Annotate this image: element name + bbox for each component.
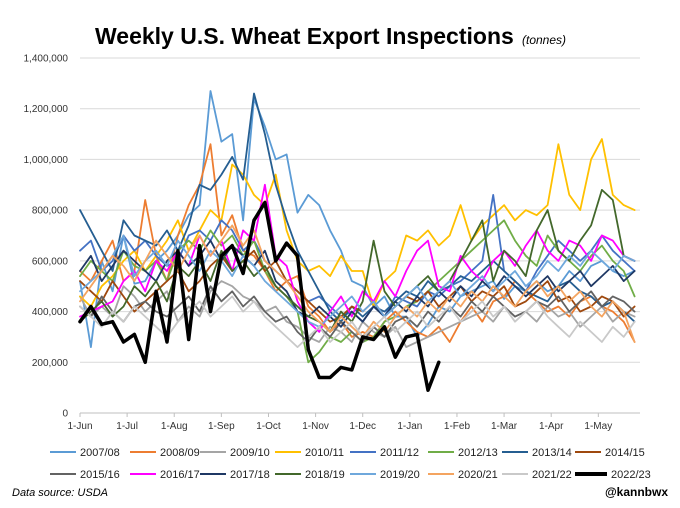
series-line-2010-11 xyxy=(79,138,636,308)
x-tick-label: 1-Sep xyxy=(208,421,235,432)
y-tick-label: 400,000 xyxy=(32,307,69,318)
legend-label: 2020/21 xyxy=(458,469,498,481)
data-source-note: Data source: USDA xyxy=(12,487,108,499)
x-tick-label: 1-Jun xyxy=(67,421,92,432)
y-tick-label: 800,000 xyxy=(32,206,69,217)
legend-label: 2011/12 xyxy=(380,447,419,459)
y-tick-label: 600,000 xyxy=(32,256,69,267)
y-tick-label: 200,000 xyxy=(32,358,69,369)
y-tick-label: 1,000,000 xyxy=(24,155,69,166)
x-tick-label: 1-Jan xyxy=(397,421,422,432)
series-line-2020-21 xyxy=(79,224,636,343)
series-line-2017-18 xyxy=(79,239,636,328)
x-tick-label: 1-Jul xyxy=(116,421,138,432)
x-axis: 1-Jun 1-Jul 1-Aug 1-Sep 1-Oct 1-Nov 1-Dec 1-Jan… xyxy=(67,413,612,432)
series-line-2008-09 xyxy=(79,143,636,343)
series-line-2012-13 xyxy=(79,219,636,364)
y-tick-label: 0 xyxy=(62,409,68,420)
series-line-2021-22 xyxy=(79,295,636,349)
x-tick-label: 1-May xyxy=(584,421,612,432)
author-handle: @kannbwx xyxy=(605,485,668,499)
legend: 2007/08 2008/09 2009/10 2010/11 2011/12 2012/… xyxy=(50,447,651,481)
legend-label: 2016/17 xyxy=(160,469,200,481)
plot-area xyxy=(78,90,636,392)
series-line-2019-20 xyxy=(79,234,636,328)
x-tick-label: 1-Mar xyxy=(491,421,518,432)
legend-label: 2022/23 xyxy=(611,469,651,481)
legend-label: 2018/19 xyxy=(305,469,345,481)
legend-label: 2019/20 xyxy=(380,469,420,481)
x-tick-label: 1-Apr xyxy=(539,421,564,432)
legend-label: 2013/14 xyxy=(532,447,572,459)
x-tick-label: 1-Oct xyxy=(256,421,281,432)
x-tick-label: 1-Nov xyxy=(302,421,329,432)
gridlines xyxy=(80,57,640,363)
legend-label: 2010/11 xyxy=(305,447,344,459)
chart-subtitle: (tonnes) xyxy=(522,33,566,47)
legend-label: 2007/08 xyxy=(80,447,120,459)
legend-label: 2014/15 xyxy=(605,447,645,459)
series-line-2022-23 xyxy=(78,200,441,392)
series-line-2015-16 xyxy=(79,285,636,343)
legend-label: 2009/10 xyxy=(230,447,270,459)
legend-label: 2017/18 xyxy=(230,469,270,481)
y-axis: 0 200,000 400,000 600,000 800,000 1,000,000 1,… xyxy=(24,54,69,420)
x-tick-label: 1-Dec xyxy=(349,421,376,432)
legend-label: 2015/16 xyxy=(80,469,120,481)
y-tick-label: 1,400,000 xyxy=(24,54,69,65)
legend-label: 2012/13 xyxy=(458,447,498,459)
legend-label: 2008/09 xyxy=(160,447,200,459)
legend-label: 2021/22 xyxy=(532,469,572,481)
series-line-2014-15 xyxy=(79,249,636,323)
y-tick-label: 1,200,000 xyxy=(24,104,69,115)
chart-title: Weekly U.S. Wheat Export Inspections xyxy=(95,23,514,49)
x-tick-label: 1-Aug xyxy=(161,421,188,432)
x-tick-label: 1-Feb xyxy=(444,421,471,432)
